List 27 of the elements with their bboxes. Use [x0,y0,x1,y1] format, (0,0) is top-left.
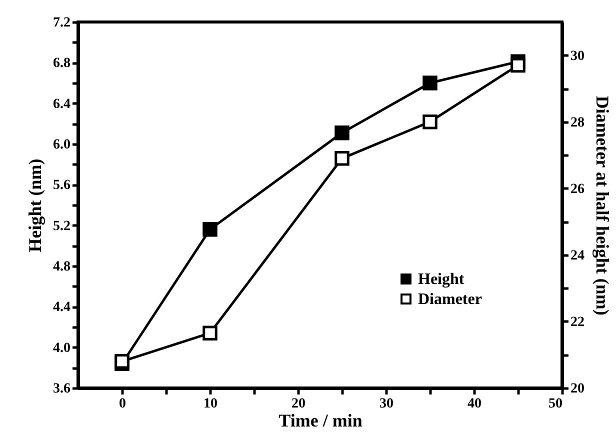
y-tick-label: 5.2 [53,218,70,234]
y-tick-label: 4.4 [53,300,70,316]
y-tick-label: 6.4 [53,96,70,112]
y-tick-label: 4.0 [53,340,70,356]
y-tick-label: 3.6 [53,382,70,396]
x-tick-label: 50 [548,396,562,412]
x-tick-label: 30 [380,396,394,412]
x-tick-label: 20 [292,396,306,412]
y-axis-title: Height (nm) [25,158,45,252]
y2-tick-label: 26 [570,182,584,197]
x-tick-label: 10 [204,396,218,412]
y2-axis-title: Diameter at half height (nm) [592,96,612,316]
y2-tick-label: 28 [570,115,584,130]
y-tick-label: 5.6 [53,178,70,194]
y2-tick-label: 22 [570,314,584,330]
x-tick-label: 40 [468,396,482,412]
legend-label: Height [418,271,465,288]
x-axis-title: Time / min [278,410,362,430]
x-tick-label: 0 [119,396,126,412]
y-tick-label: 4.8 [53,260,70,274]
y-tick-label: 6.8 [53,56,70,72]
y2-tick-label: 20 [570,382,584,396]
y-tick-label: 7.2 [53,16,70,30]
legend-label: Diameter [418,291,482,308]
y2-tick-label: 30 [570,48,584,64]
y2-tick-label: 24 [570,248,584,264]
y-tick-label: 6.0 [53,138,70,152]
